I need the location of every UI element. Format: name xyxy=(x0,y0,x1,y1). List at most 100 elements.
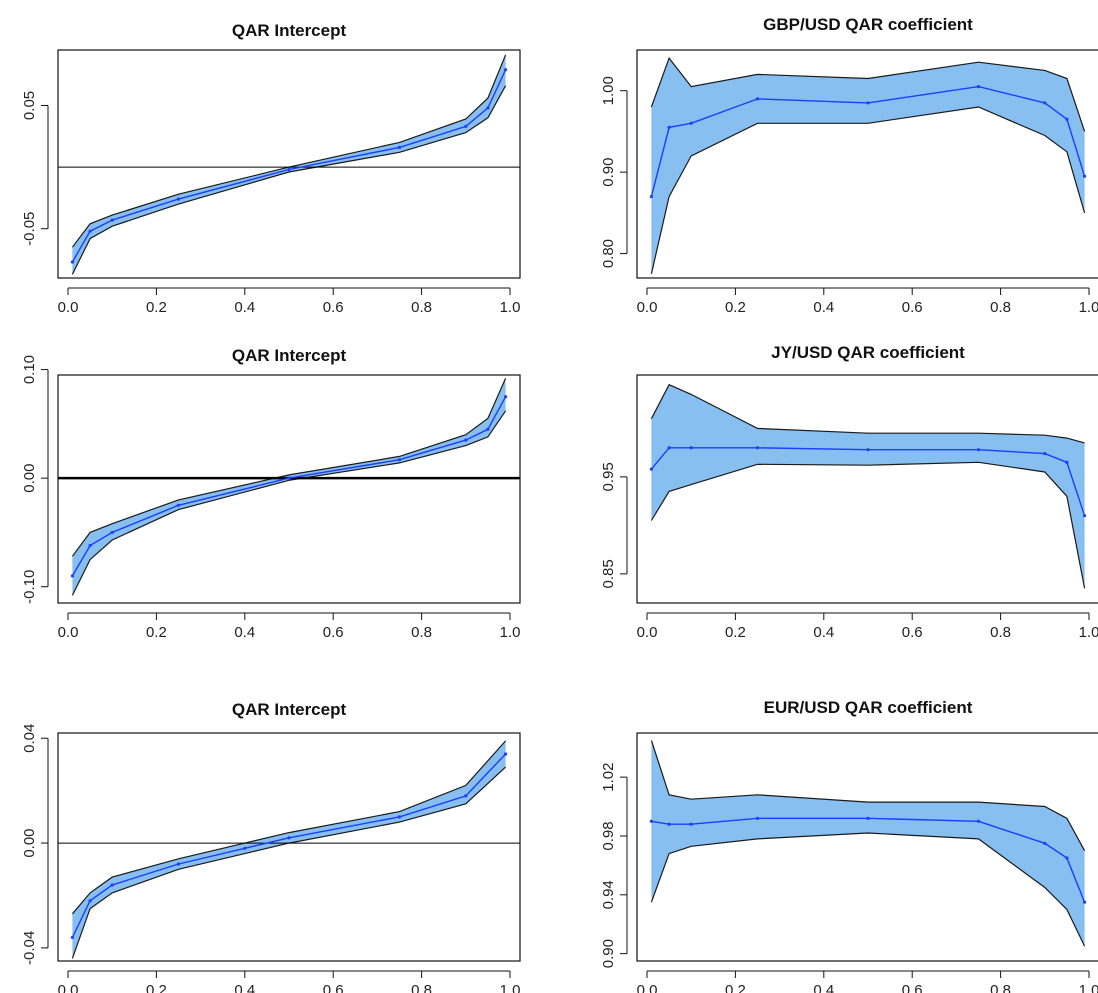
estimate-line xyxy=(71,69,507,263)
x-tick-label: 0.6 xyxy=(902,982,923,993)
upper-band-edge xyxy=(650,56,1086,132)
estimate-point xyxy=(287,476,291,480)
y-tick-label: -0.04 xyxy=(21,931,38,965)
x-tick-label: 1.0 xyxy=(500,982,521,993)
estimate-point xyxy=(243,846,247,850)
chart-title: EUR/USD QAR coefficient xyxy=(764,698,973,717)
chart-panel-3: QAR Intercept 0.0 0.2 0.4 0.6 0.8 1.0 -0.10 0.00… xyxy=(21,346,521,641)
estimate-point xyxy=(1082,174,1087,178)
chart-panel-6: EUR/USD QAR coefficient 0.0 0.2 0.4 0.6 0.8 1.… xyxy=(600,698,1098,993)
estimate-point xyxy=(866,448,870,452)
plot-frame xyxy=(57,49,521,279)
x-tick-label: 0.8 xyxy=(411,299,432,316)
x-tick-label: 0.6 xyxy=(902,299,923,316)
estimate-point xyxy=(1065,460,1069,464)
estimate-point xyxy=(976,85,981,89)
y-tick-label: 0.80 xyxy=(600,239,617,268)
x-tick-label: 1.0 xyxy=(1079,299,1098,316)
estimate-point xyxy=(110,218,114,222)
estimate-point xyxy=(110,883,114,887)
plot-frame xyxy=(57,732,521,962)
x-tick-label: 0.0 xyxy=(637,299,658,316)
chart-title: GBP/USD QAR coefficient xyxy=(763,15,973,34)
x-tick-label: 0.0 xyxy=(58,982,79,993)
y-tick-label: 0.05 xyxy=(21,91,38,120)
x-tick-label: 1.0 xyxy=(500,624,521,641)
estimate-point xyxy=(503,752,508,756)
estimate-point xyxy=(176,862,181,866)
y-tick-label: 0.85 xyxy=(600,559,617,588)
estimate-point xyxy=(70,935,75,940)
x-tick-label: 0.0 xyxy=(637,624,658,641)
x-tick-label: 0.6 xyxy=(902,624,923,641)
plot-frame xyxy=(636,49,1098,279)
estimate-point xyxy=(486,106,490,110)
lower-band-edge xyxy=(650,106,1086,275)
y-tick-label: 1.00 xyxy=(600,76,617,105)
estimate-point xyxy=(397,145,402,149)
y-tick-label: 0.94 xyxy=(600,880,617,909)
confidence-band xyxy=(72,54,506,275)
estimate-point xyxy=(176,197,181,201)
estimate-point xyxy=(464,438,468,442)
x-tick-label: 0.4 xyxy=(813,624,834,641)
confidence-band xyxy=(72,740,506,959)
upper-band-edge xyxy=(650,740,1086,851)
estimate-point xyxy=(976,819,981,823)
lower-band-edge xyxy=(71,410,507,596)
lower-band-edge xyxy=(71,85,507,275)
estimate-point xyxy=(755,446,760,450)
estimate-point xyxy=(486,427,490,431)
confidence-band xyxy=(651,384,1085,589)
estimate-point xyxy=(755,816,760,820)
estimate-point xyxy=(667,125,671,129)
estimate-line xyxy=(71,753,507,938)
estimate-point xyxy=(649,194,654,199)
estimate-point xyxy=(464,124,468,129)
upper-band-edge xyxy=(650,383,1085,444)
lower-band-edge xyxy=(650,461,1086,589)
estimate-point xyxy=(866,101,870,105)
y-tick-label: 1.02 xyxy=(600,763,617,792)
y-tick-label: 0.10 xyxy=(21,355,38,384)
y-tick-label: 0.04 xyxy=(21,724,38,753)
estimate-point xyxy=(1082,514,1087,518)
confidence-band xyxy=(72,378,506,596)
estimate-point xyxy=(1065,117,1069,121)
chart-title: JY/USD QAR coefficient xyxy=(771,343,965,362)
x-tick-label: 0.2 xyxy=(725,982,746,993)
chart-panel-2: GBP/USD QAR coefficient 0.0 0.2 0.4 0.6 0.8 1.… xyxy=(600,15,1098,316)
x-tick-label: 0.8 xyxy=(411,624,432,641)
chart-title: QAR Intercept xyxy=(232,21,347,40)
estimate-point xyxy=(976,448,981,452)
estimate-point xyxy=(755,97,760,101)
upper-band-edge xyxy=(71,378,507,557)
estimate-point xyxy=(1082,900,1087,904)
x-tick-label: 0.8 xyxy=(411,982,432,993)
x-tick-label: 0.2 xyxy=(725,624,746,641)
upper-band-edge xyxy=(71,740,507,915)
plot-frame xyxy=(636,732,1098,962)
plot-frame xyxy=(636,374,1098,604)
estimate-point xyxy=(287,836,291,840)
x-tick-label: 1.0 xyxy=(1079,982,1098,993)
estimate-point xyxy=(503,395,508,399)
y-tick-label: 0.00 xyxy=(21,464,38,493)
confidence-band xyxy=(651,58,1085,274)
y-tick-label: 0.00 xyxy=(21,828,38,857)
x-tick-label: 0.0 xyxy=(58,299,79,316)
x-tick-label: 0.4 xyxy=(234,299,255,316)
x-tick-label: 0.0 xyxy=(58,624,79,641)
chart-title: QAR Intercept xyxy=(232,346,347,365)
x-tick-label: 0.8 xyxy=(990,624,1011,641)
estimate-point xyxy=(649,467,654,471)
estimate-line xyxy=(71,396,507,577)
x-tick-label: 0.8 xyxy=(990,299,1011,316)
x-tick-label: 1.0 xyxy=(500,299,521,316)
x-tick-label: 0.4 xyxy=(234,982,255,993)
x-tick-label: 0.4 xyxy=(813,982,834,993)
estimate-point xyxy=(110,530,114,535)
chart-title: QAR Intercept xyxy=(232,700,347,719)
x-tick-label: 0.6 xyxy=(323,624,344,641)
y-tick-label: 0.98 xyxy=(600,821,617,850)
